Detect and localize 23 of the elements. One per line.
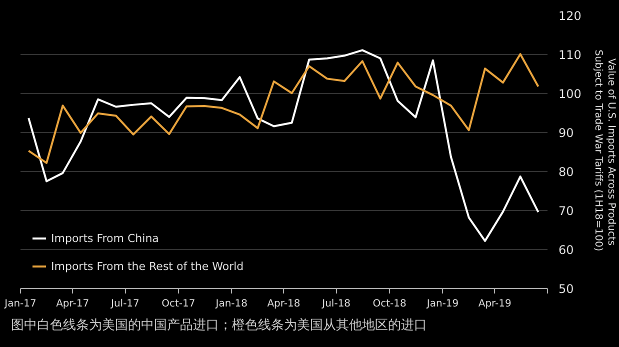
x-tick-label: Jul-17 (110, 298, 140, 310)
x-tick-label: Apr-17 (56, 298, 90, 310)
text: 图中白色线条为美国的中国产品进口；橙色线条为美国从其他地区的进口 (11, 317, 427, 335)
x-tick-label: Jan-19 (426, 298, 459, 310)
x-tick-label: Apr-18 (267, 298, 300, 310)
legend-label: Imports From China (51, 232, 159, 244)
y-tick-label: 50 (558, 282, 574, 296)
y-axis-title: Value of U.S. Imports Across Products Subject to Trade War Tariffs (1H18=100) (592, 50, 617, 252)
y-tick-label: 80 (558, 165, 574, 179)
x-tick-label: Jul-18 (321, 298, 351, 310)
legend-label: Imports From the Rest of the World (51, 260, 244, 272)
x-tick-label: Oct-18 (372, 298, 406, 310)
y-tick-label: 90 (558, 126, 574, 140)
x-tick-label: Jan-18 (214, 298, 248, 310)
y-tick-label: 120 (558, 9, 582, 23)
y-tick-label: 70 (558, 204, 574, 218)
line-series (28, 53, 540, 164)
x-tick-label: Oct-17 (162, 298, 196, 310)
y-tick-label: 100 (558, 87, 582, 101)
y-tick-label: 110 (558, 48, 582, 62)
y-tick-label: 60 (558, 243, 574, 257)
x-tick-label: Jan-17 (4, 298, 36, 310)
x-tick-label: Apr-19 (478, 298, 512, 310)
